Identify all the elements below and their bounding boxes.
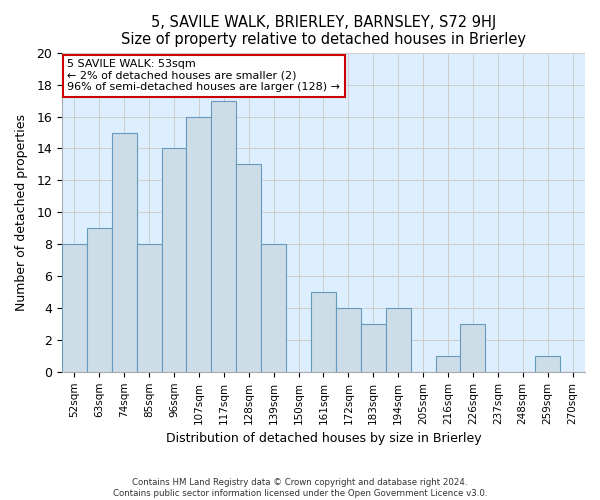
Bar (161, 148, 187, 372)
Bar (311, 292, 336, 372)
Bar (361, 324, 386, 372)
Text: Contains HM Land Registry data © Crown copyright and database right 2024.
Contai: Contains HM Land Registry data © Crown c… (113, 478, 487, 498)
Title: 5, SAVILE WALK, BRIERLEY, BARNSLEY, S72 9HJ
Size of property relative to detache: 5, SAVILE WALK, BRIERLEY, BARNSLEY, S72 … (121, 15, 526, 48)
Text: 5 SAVILE WALK: 53sqm
← 2% of detached houses are smaller (2)
96% of semi-detache: 5 SAVILE WALK: 53sqm ← 2% of detached ho… (67, 59, 340, 92)
Bar (137, 244, 161, 372)
Bar (261, 244, 286, 372)
Bar (236, 164, 261, 372)
Bar (436, 356, 460, 372)
Bar (386, 308, 410, 372)
Bar (87, 228, 112, 372)
Bar (112, 132, 137, 372)
Bar (187, 116, 211, 372)
Bar (336, 308, 361, 372)
Bar (62, 244, 87, 372)
Bar (211, 100, 236, 372)
Bar (460, 324, 485, 372)
Y-axis label: Number of detached properties: Number of detached properties (15, 114, 28, 311)
X-axis label: Distribution of detached houses by size in Brierley: Distribution of detached houses by size … (166, 432, 481, 445)
Bar (535, 356, 560, 372)
